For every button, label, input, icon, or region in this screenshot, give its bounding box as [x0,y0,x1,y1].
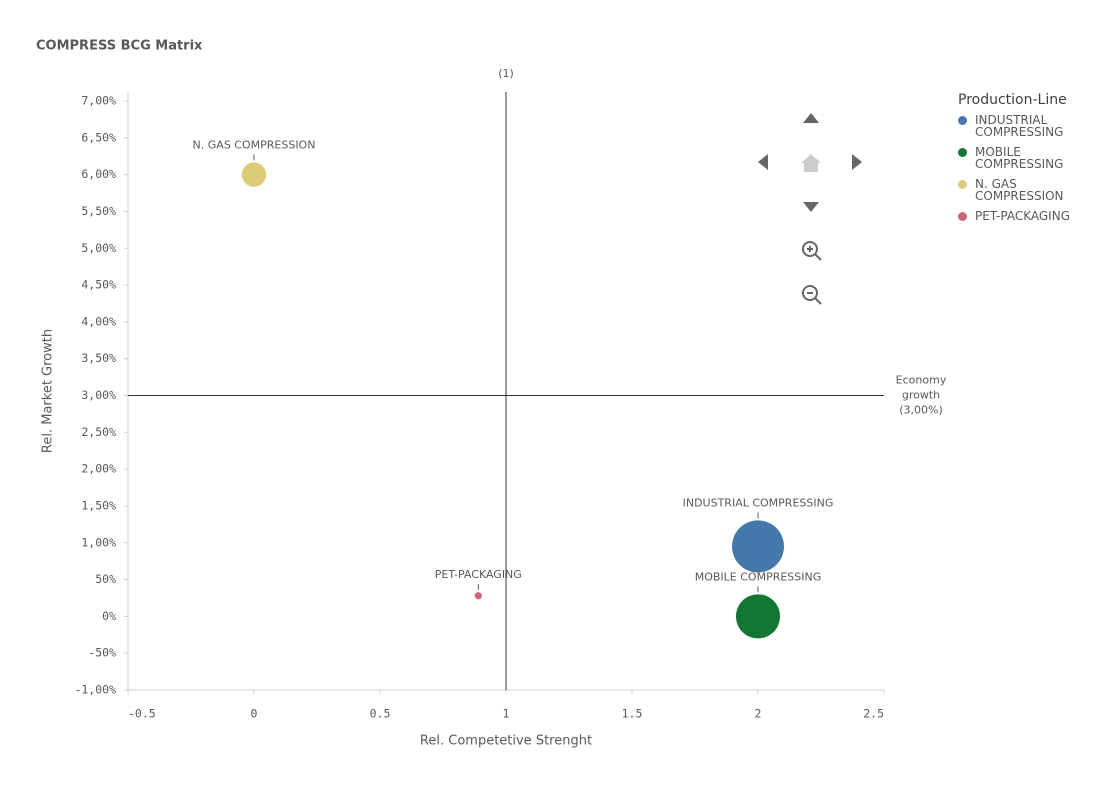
x-tick-label: 1 [503,707,510,721]
legend-swatch [958,212,967,221]
legend-label: MOBILE COMPRESSING [975,145,1064,171]
reference-label: (3,00%) [899,404,943,417]
y-tick-label: 4,00% [81,314,116,328]
legend-item[interactable]: PET-PACKAGING [958,210,1078,222]
y-tick-label: 50% [95,572,116,586]
bubble-label: INDUSTRIAL COMPRESSING [683,496,834,509]
reference-label: (1) [498,67,514,80]
pan-down[interactable] [803,202,819,212]
legend-swatch [958,148,967,157]
y-tick-label: 2,50% [81,425,116,439]
legend-item[interactable]: N. GAS COMPRESSION [958,178,1078,202]
zoom-out[interactable] [802,285,822,305]
x-tick-label: 2 [755,707,762,721]
chart-title: COMPRESS BCG Matrix [36,39,203,54]
y-tick-label: 6,00% [81,167,116,181]
y-axis-title: Rel. Market Growth [41,329,56,453]
legend-swatch [958,180,967,189]
bubble [474,592,482,600]
y-tick-label: 3,50% [81,351,116,365]
x-tick-label: 1.5 [622,707,643,721]
pan-right[interactable] [852,154,862,170]
legend-label: PET-PACKAGING [975,209,1070,223]
x-tick-label: -0.5 [128,707,156,721]
y-tick-label: -50% [88,646,116,660]
bubble [732,520,784,573]
bubble-label: N. GAS COMPRESSION [193,138,316,151]
bubble [735,594,781,639]
y-tick-label: -1,00% [74,683,116,697]
legend-swatch [958,116,967,125]
reference-label: growth [902,389,940,402]
legend-title: Production-Line [958,92,1067,108]
y-tick-label: 7,00% [81,94,116,108]
y-tick-label: 3,00% [81,388,116,402]
y-tick-label: 6,50% [81,130,116,144]
y-tick-label: 4,50% [81,278,116,292]
zoom-in[interactable] [802,241,822,261]
y-tick-label: 5,50% [81,204,116,218]
y-tick-label: 5,00% [81,241,116,255]
y-tick-label: 2,00% [81,462,116,476]
legend-item[interactable]: MOBILE COMPRESSING [958,146,1078,170]
y-tick-label: 1,50% [81,498,116,512]
legend-label: INDUSTRIAL COMPRESSING [975,113,1064,139]
pan-left[interactable] [758,154,768,170]
bubble-label: MOBILE COMPRESSING [695,570,822,583]
y-tick-label: 1,00% [81,535,116,549]
y-tick-label: 0% [102,609,116,623]
legend-label: N. GAS COMPRESSION [975,177,1064,203]
bubble [241,162,267,187]
x-tick-label: 2.5 [863,707,884,721]
reference-label: Economy [896,374,947,387]
bubble-label: PET-PACKAGING [435,568,522,581]
pan-up[interactable] [803,113,819,123]
x-tick-label: 0 [251,707,258,721]
legend-item[interactable]: INDUSTRIAL COMPRESSING [958,114,1078,138]
x-tick-label: 0.5 [370,707,391,721]
x-axis-title: Rel. Competetive Strenght [420,734,592,749]
legend: Production-Line INDUSTRIAL COMPRESSING MO… [958,92,1108,230]
home[interactable] [801,154,821,172]
navigation [758,113,862,305]
